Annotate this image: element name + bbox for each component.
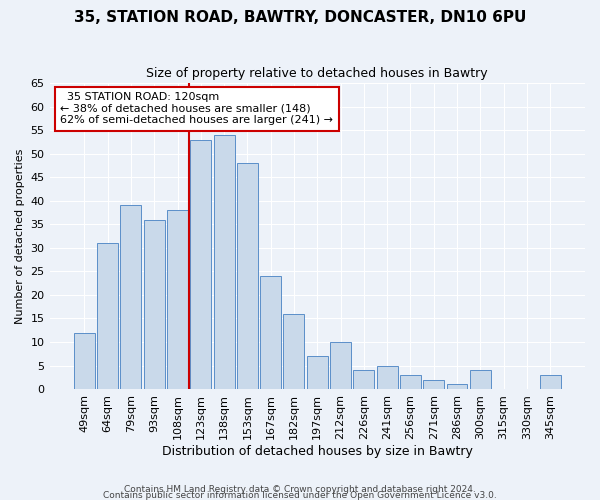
Bar <box>330 342 351 389</box>
Text: 35 STATION ROAD: 120sqm
← 38% of detached houses are smaller (148)
62% of semi-d: 35 STATION ROAD: 120sqm ← 38% of detache… <box>60 92 333 126</box>
Title: Size of property relative to detached houses in Bawtry: Size of property relative to detached ho… <box>146 68 488 80</box>
Bar <box>423 380 444 389</box>
Bar <box>97 243 118 389</box>
Bar <box>446 384 467 389</box>
Bar <box>260 276 281 389</box>
Bar <box>74 332 95 389</box>
Bar <box>377 366 398 389</box>
Text: Contains HM Land Registry data © Crown copyright and database right 2024.: Contains HM Land Registry data © Crown c… <box>124 484 476 494</box>
Bar <box>353 370 374 389</box>
Bar <box>470 370 491 389</box>
Y-axis label: Number of detached properties: Number of detached properties <box>15 148 25 324</box>
Text: 35, STATION ROAD, BAWTRY, DONCASTER, DN10 6PU: 35, STATION ROAD, BAWTRY, DONCASTER, DN1… <box>74 10 526 25</box>
Bar <box>167 210 188 389</box>
Bar <box>121 206 142 389</box>
Bar <box>539 375 560 389</box>
Bar <box>283 314 304 389</box>
Bar <box>190 140 211 389</box>
Bar <box>144 220 165 389</box>
Text: Contains public sector information licensed under the Open Government Licence v3: Contains public sector information licen… <box>103 490 497 500</box>
Bar <box>237 163 258 389</box>
X-axis label: Distribution of detached houses by size in Bawtry: Distribution of detached houses by size … <box>162 444 473 458</box>
Bar <box>307 356 328 389</box>
Bar <box>400 375 421 389</box>
Bar <box>214 135 235 389</box>
